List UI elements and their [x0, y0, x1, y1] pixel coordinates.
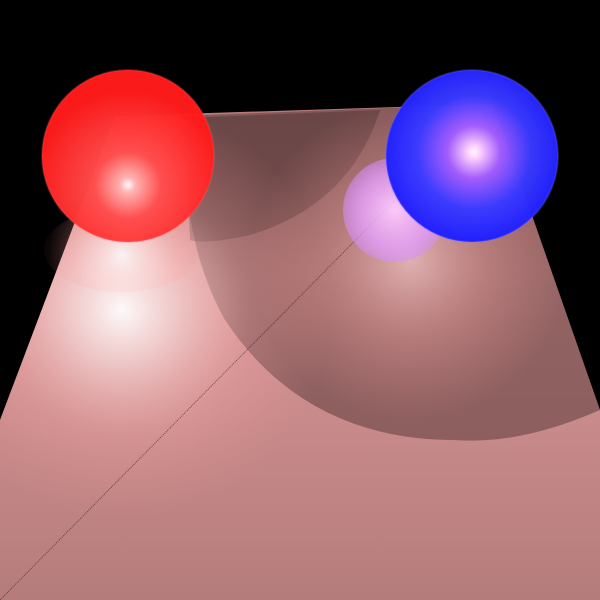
red-sphere — [42, 70, 214, 242]
blue-sphere-rim — [385, 69, 559, 243]
blue-sphere — [386, 70, 558, 242]
floor-seam-line — [0, 184, 411, 600]
red-sphere-rim — [41, 69, 215, 243]
